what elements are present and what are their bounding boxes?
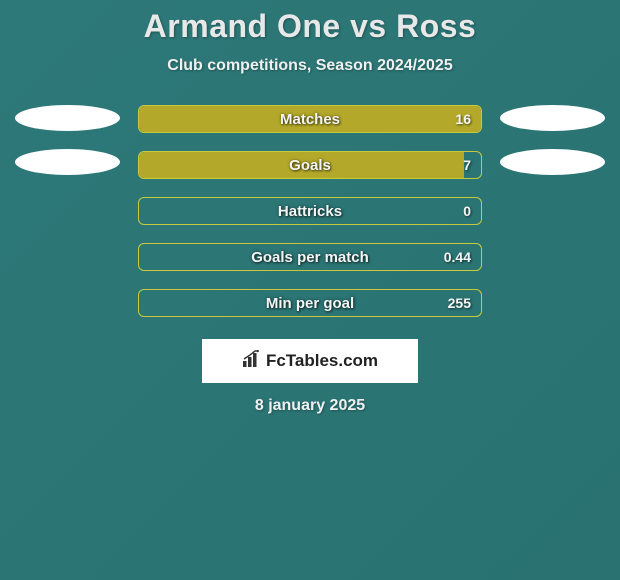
subtitle: Club competitions, Season 2024/2025 xyxy=(0,57,620,75)
bar-value: 16 xyxy=(455,111,471,127)
right-ovals-col xyxy=(500,105,605,175)
stat-bar-goals: Goals 7 xyxy=(138,151,482,179)
bar-chart-icon xyxy=(242,350,262,373)
bar-label: Hattricks xyxy=(278,203,342,220)
left-oval xyxy=(15,149,120,175)
stat-bar-hattricks: Hattricks 0 xyxy=(138,197,482,225)
bar-label: Goals per match xyxy=(251,249,369,266)
bar-label: Min per goal xyxy=(266,295,354,312)
right-oval xyxy=(500,149,605,175)
stat-bar-goals-per-match: Goals per match 0.44 xyxy=(138,243,482,271)
logo-text: FcTables.com xyxy=(266,351,378,371)
bar-value: 0.44 xyxy=(444,249,471,265)
bar-label: Goals xyxy=(289,157,331,174)
bar-label: Matches xyxy=(280,111,340,128)
bar-value: 7 xyxy=(463,157,471,173)
right-oval xyxy=(500,105,605,131)
stats-area: Matches 16 Goals 7 Hattricks 0 Goals per… xyxy=(0,105,620,317)
bar-value: 255 xyxy=(448,295,471,311)
left-oval xyxy=(15,105,120,131)
stat-bars: Matches 16 Goals 7 Hattricks 0 Goals per… xyxy=(138,105,482,317)
left-ovals-col xyxy=(15,105,120,175)
stat-bar-matches: Matches 16 xyxy=(138,105,482,133)
date-label: 8 january 2025 xyxy=(0,397,620,415)
stat-bar-min-per-goal: Min per goal 255 xyxy=(138,289,482,317)
page-title: Armand One vs Ross xyxy=(0,8,620,45)
fctables-logo-link[interactable]: FcTables.com xyxy=(202,339,418,383)
comparison-card: Armand One vs Ross Club competitions, Se… xyxy=(0,0,620,415)
bar-value: 0 xyxy=(463,203,471,219)
